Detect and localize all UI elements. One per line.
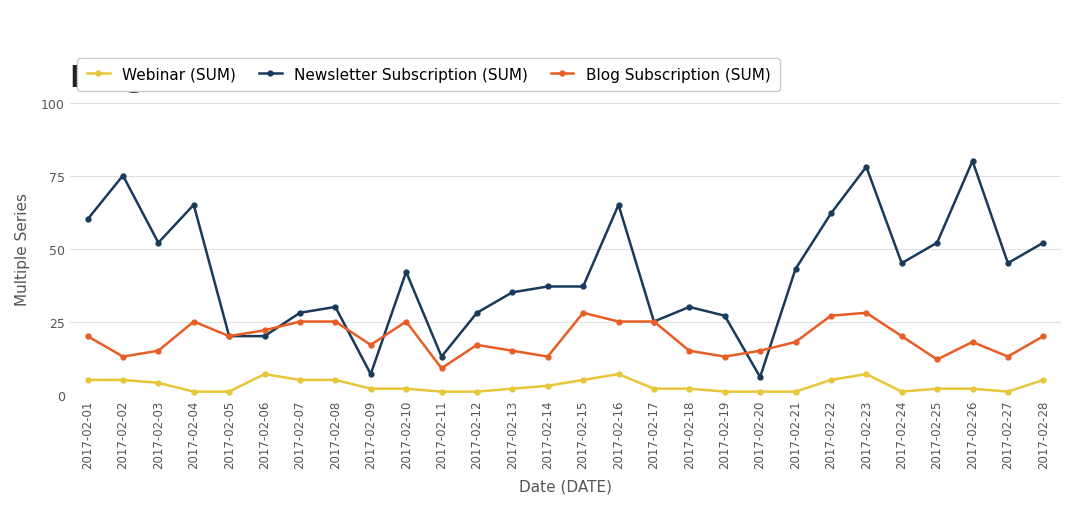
Blog Subscription (SUM) bbox=[470, 342, 483, 348]
Newsletter Subscription (SUM) bbox=[577, 284, 590, 290]
Line: Newsletter Subscription (SUM): Newsletter Subscription (SUM) bbox=[85, 159, 1046, 380]
Blog Subscription (SUM) bbox=[931, 357, 944, 363]
Blog Subscription (SUM) bbox=[187, 319, 200, 325]
Blog Subscription (SUM) bbox=[258, 328, 271, 334]
Blog Subscription (SUM) bbox=[223, 333, 236, 340]
Newsletter Subscription (SUM) bbox=[399, 269, 412, 275]
Webinar (SUM) bbox=[1002, 389, 1015, 395]
Newsletter Subscription (SUM) bbox=[470, 310, 483, 316]
Blog Subscription (SUM) bbox=[577, 310, 590, 316]
Newsletter Subscription (SUM) bbox=[187, 202, 200, 208]
Newsletter Subscription (SUM) bbox=[683, 304, 696, 310]
Blog Subscription (SUM) bbox=[399, 319, 412, 325]
Line: Webinar (SUM): Webinar (SUM) bbox=[85, 372, 1046, 394]
Blog Subscription (SUM) bbox=[1002, 354, 1015, 360]
Webinar (SUM) bbox=[116, 377, 129, 383]
Webinar (SUM) bbox=[506, 386, 519, 392]
Blog Subscription (SUM) bbox=[506, 348, 519, 354]
Webinar (SUM) bbox=[294, 377, 307, 383]
Newsletter Subscription (SUM) bbox=[116, 173, 129, 179]
Newsletter Subscription (SUM) bbox=[152, 240, 165, 246]
Blog Subscription (SUM) bbox=[329, 319, 342, 325]
Newsletter Subscription (SUM) bbox=[1037, 240, 1050, 246]
Blog Subscription (SUM) bbox=[966, 339, 979, 345]
Blog Subscription (SUM) bbox=[683, 348, 696, 354]
Newsletter Subscription (SUM) bbox=[895, 261, 908, 267]
Legend: Webinar (SUM), Newsletter Subscription (SUM), Blog Subscription (SUM): Webinar (SUM), Newsletter Subscription (… bbox=[77, 59, 780, 92]
Newsletter Subscription (SUM) bbox=[541, 284, 554, 290]
Webinar (SUM) bbox=[1037, 377, 1050, 383]
Webinar (SUM) bbox=[789, 389, 802, 395]
Newsletter Subscription (SUM) bbox=[506, 290, 519, 296]
Webinar (SUM) bbox=[612, 371, 625, 377]
Blog Subscription (SUM) bbox=[541, 354, 554, 360]
Webinar (SUM) bbox=[329, 377, 342, 383]
Newsletter Subscription (SUM) bbox=[1002, 261, 1015, 267]
Newsletter Subscription (SUM) bbox=[648, 319, 661, 325]
Newsletter Subscription (SUM) bbox=[329, 304, 342, 310]
Blog Subscription (SUM) bbox=[648, 319, 661, 325]
Text: Blog,Webinar&Newsletter Trends: Blog,Webinar&Newsletter Trends bbox=[70, 64, 640, 93]
Blog Subscription (SUM) bbox=[719, 354, 732, 360]
Newsletter Subscription (SUM) bbox=[223, 333, 236, 340]
Blog Subscription (SUM) bbox=[895, 333, 908, 340]
Blog Subscription (SUM) bbox=[1037, 333, 1050, 340]
Newsletter Subscription (SUM) bbox=[789, 266, 802, 272]
Webinar (SUM) bbox=[152, 380, 165, 386]
Blog Subscription (SUM) bbox=[789, 339, 802, 345]
Webinar (SUM) bbox=[81, 377, 94, 383]
Webinar (SUM) bbox=[683, 386, 696, 392]
Newsletter Subscription (SUM) bbox=[435, 354, 448, 360]
Blog Subscription (SUM) bbox=[81, 333, 94, 340]
Newsletter Subscription (SUM) bbox=[612, 202, 625, 208]
Blog Subscription (SUM) bbox=[753, 348, 766, 354]
Webinar (SUM) bbox=[577, 377, 590, 383]
Blog Subscription (SUM) bbox=[365, 342, 378, 348]
Blog Subscription (SUM) bbox=[860, 310, 873, 316]
Webinar (SUM) bbox=[931, 386, 944, 392]
Webinar (SUM) bbox=[824, 377, 837, 383]
Webinar (SUM) bbox=[187, 389, 200, 395]
Newsletter Subscription (SUM) bbox=[258, 333, 271, 340]
X-axis label: Date (DATE): Date (DATE) bbox=[519, 479, 612, 494]
Newsletter Subscription (SUM) bbox=[719, 313, 732, 319]
Blog Subscription (SUM) bbox=[612, 319, 625, 325]
Webinar (SUM) bbox=[435, 389, 448, 395]
Blog Subscription (SUM) bbox=[152, 348, 165, 354]
Webinar (SUM) bbox=[860, 371, 873, 377]
Webinar (SUM) bbox=[365, 386, 378, 392]
Newsletter Subscription (SUM) bbox=[294, 310, 307, 316]
Newsletter Subscription (SUM) bbox=[931, 240, 944, 246]
Webinar (SUM) bbox=[223, 389, 236, 395]
Newsletter Subscription (SUM) bbox=[966, 159, 979, 165]
Blog Subscription (SUM) bbox=[435, 365, 448, 372]
Webinar (SUM) bbox=[648, 386, 661, 392]
Webinar (SUM) bbox=[895, 389, 908, 395]
Webinar (SUM) bbox=[258, 371, 271, 377]
Webinar (SUM) bbox=[541, 383, 554, 389]
Webinar (SUM) bbox=[966, 386, 979, 392]
Webinar (SUM) bbox=[753, 389, 766, 395]
Blog Subscription (SUM) bbox=[294, 319, 307, 325]
Blog Subscription (SUM) bbox=[116, 354, 129, 360]
Newsletter Subscription (SUM) bbox=[753, 374, 766, 380]
Webinar (SUM) bbox=[399, 386, 412, 392]
Webinar (SUM) bbox=[470, 389, 483, 395]
Newsletter Subscription (SUM) bbox=[81, 217, 94, 223]
Newsletter Subscription (SUM) bbox=[365, 371, 378, 377]
Webinar (SUM) bbox=[719, 389, 732, 395]
Line: Blog Subscription (SUM): Blog Subscription (SUM) bbox=[85, 310, 1046, 371]
Newsletter Subscription (SUM) bbox=[860, 164, 873, 171]
Newsletter Subscription (SUM) bbox=[824, 211, 837, 217]
Y-axis label: Multiple Series: Multiple Series bbox=[15, 193, 30, 305]
Blog Subscription (SUM) bbox=[824, 313, 837, 319]
